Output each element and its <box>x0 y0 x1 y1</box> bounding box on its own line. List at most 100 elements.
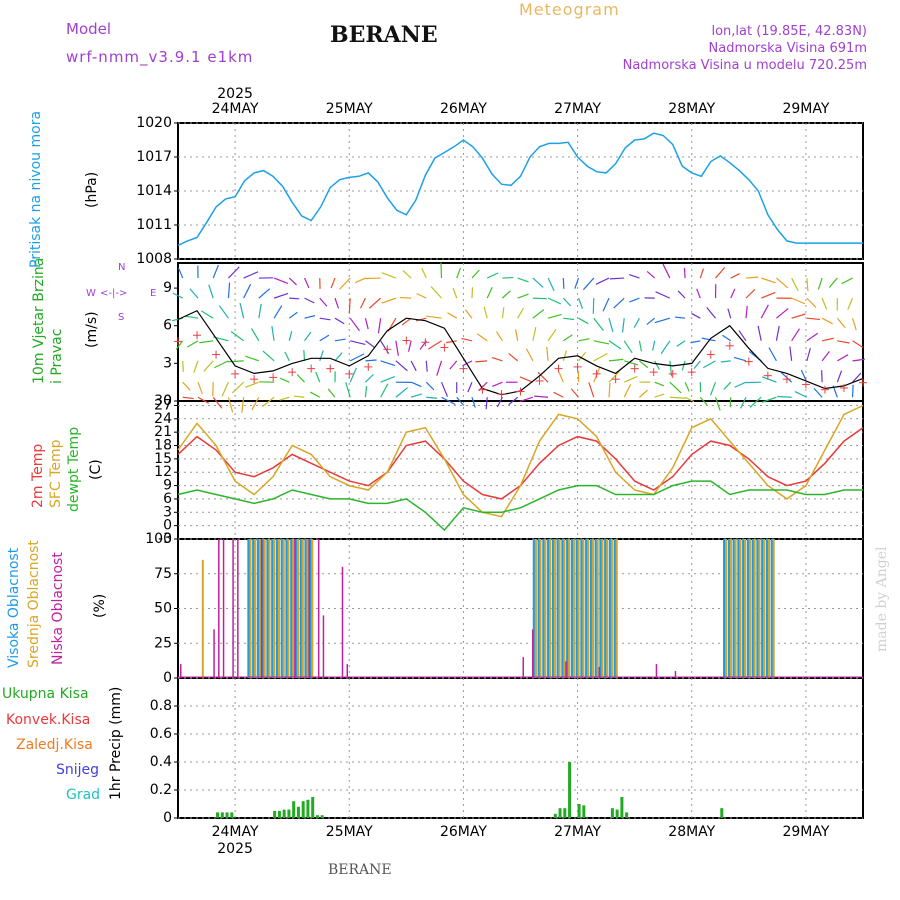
wind-arrow <box>273 305 283 319</box>
wind-arrow <box>761 396 777 403</box>
wind-arrow <box>492 381 503 387</box>
cloud-bar <box>249 539 252 678</box>
precip-bar <box>216 812 220 818</box>
y-tick-label: 25 <box>154 635 172 651</box>
cloud-bar <box>294 539 296 678</box>
wind-arrow <box>519 396 534 403</box>
cloud-bar <box>273 539 276 678</box>
wind-arrow <box>624 360 639 366</box>
wind-arrow <box>723 381 732 390</box>
wind-arrow <box>588 382 595 398</box>
wind-compass: N S W E <-|-> <box>86 262 158 328</box>
day-label-bottom: 26MAY <box>440 824 487 840</box>
wind-arrow <box>258 303 262 319</box>
wind-arrow <box>471 397 476 408</box>
wind-arrow <box>669 381 682 394</box>
wind-arrow <box>791 328 800 342</box>
wind-arrow <box>608 382 611 398</box>
wind-arrow <box>699 396 708 406</box>
y-tick-label: 18 <box>154 438 172 454</box>
wind-arrow <box>197 381 203 395</box>
wind-arrow <box>425 360 428 372</box>
y-tick-label: 1011 <box>136 217 172 233</box>
day-label-bottom: 29MAY <box>782 824 829 840</box>
wind-arrow <box>284 351 290 362</box>
cloud-bar <box>201 559 204 678</box>
y-tick-label: 0 <box>163 670 172 686</box>
wind-arrow <box>430 286 442 299</box>
wind-arrow <box>293 395 305 398</box>
wind-arrow <box>745 276 759 279</box>
wind-arrow <box>578 338 590 342</box>
cloud-bar <box>601 539 604 678</box>
wind-arrow <box>800 369 808 383</box>
wind-arrow <box>821 351 830 362</box>
wind-arrow <box>706 306 717 319</box>
wind-arrow <box>262 396 275 407</box>
wind-arrow <box>368 297 382 309</box>
wind-arrow <box>570 388 579 398</box>
lonlat-label: lon,lat (19.85E, 42.83N) <box>711 24 867 39</box>
cloud-bar <box>213 629 215 678</box>
precip-bar <box>273 811 277 818</box>
wind-arrow <box>639 360 649 369</box>
cloud-bar <box>296 539 299 678</box>
wind-arrow <box>339 277 351 290</box>
wind-arrow <box>821 317 833 325</box>
wind-arrow <box>517 293 529 299</box>
cloud-bar <box>655 664 658 678</box>
wind-arrow <box>189 288 199 299</box>
wind-arrow <box>182 396 194 400</box>
wind-arrow <box>794 391 808 398</box>
wind-arrow <box>730 273 740 279</box>
wind-arrow <box>304 297 315 304</box>
wind-arrow <box>608 358 624 362</box>
legend-grad: Grad <box>66 787 101 803</box>
day-label-top: 28MAY <box>668 101 715 117</box>
wind-arrow <box>760 291 776 299</box>
wind-arrow <box>562 350 568 362</box>
cloud-bar <box>532 629 534 678</box>
wind-arrow <box>365 373 374 383</box>
wind-arrow <box>791 297 806 305</box>
wind-arrow <box>532 326 537 341</box>
pressure-line <box>177 132 863 247</box>
wind-arrow <box>425 381 435 391</box>
wind-arrow <box>410 393 422 398</box>
wind-arrow <box>608 340 622 350</box>
panel-frame-4 <box>177 677 864 819</box>
wind-arrow <box>221 381 229 397</box>
y-tick-label: 0 <box>163 518 172 534</box>
wind-arrow <box>486 272 499 279</box>
y-tick-label: -3 <box>158 531 172 547</box>
wind-arrow <box>230 330 245 342</box>
precip-bar <box>558 808 562 818</box>
wind-arrow <box>547 277 555 291</box>
wind-arrow <box>241 397 245 413</box>
wind-arrow <box>655 291 671 299</box>
wind-arrow <box>175 340 184 350</box>
wind-arrow <box>402 269 412 279</box>
wind-arrow <box>212 396 223 409</box>
wind-arrow <box>547 313 562 319</box>
wind-arrow <box>172 292 184 299</box>
wind-arrow <box>654 360 660 370</box>
wind-arrow <box>701 337 716 342</box>
precip-bar <box>563 808 567 818</box>
wind-arrow <box>745 305 748 319</box>
wind-arrow <box>534 395 549 398</box>
wind-arrow <box>319 334 330 342</box>
wind-arrow <box>532 277 544 288</box>
wind-arrow <box>471 269 480 279</box>
cloud-bar <box>729 539 732 678</box>
legend-ukupna: Ukupna Kisa <box>2 686 89 702</box>
cloud-bar <box>772 539 775 678</box>
wind-arrow <box>441 396 456 406</box>
wind-arrow <box>609 277 625 280</box>
y-tick-label: 1017 <box>136 149 172 165</box>
cloud-bar <box>563 539 566 678</box>
station-title: BERANE <box>330 22 438 48</box>
wind-arrow <box>508 396 519 406</box>
cloud-bar <box>322 615 325 678</box>
precip-bar <box>320 815 324 818</box>
